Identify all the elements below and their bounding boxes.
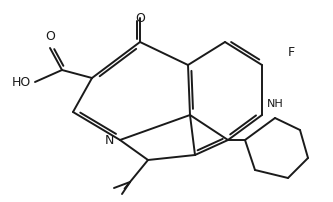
Text: F: F [288, 45, 295, 59]
Text: HO: HO [12, 76, 31, 88]
Text: NH: NH [267, 99, 283, 109]
Text: O: O [45, 30, 55, 43]
Text: O: O [135, 12, 145, 24]
Text: N: N [105, 134, 114, 146]
